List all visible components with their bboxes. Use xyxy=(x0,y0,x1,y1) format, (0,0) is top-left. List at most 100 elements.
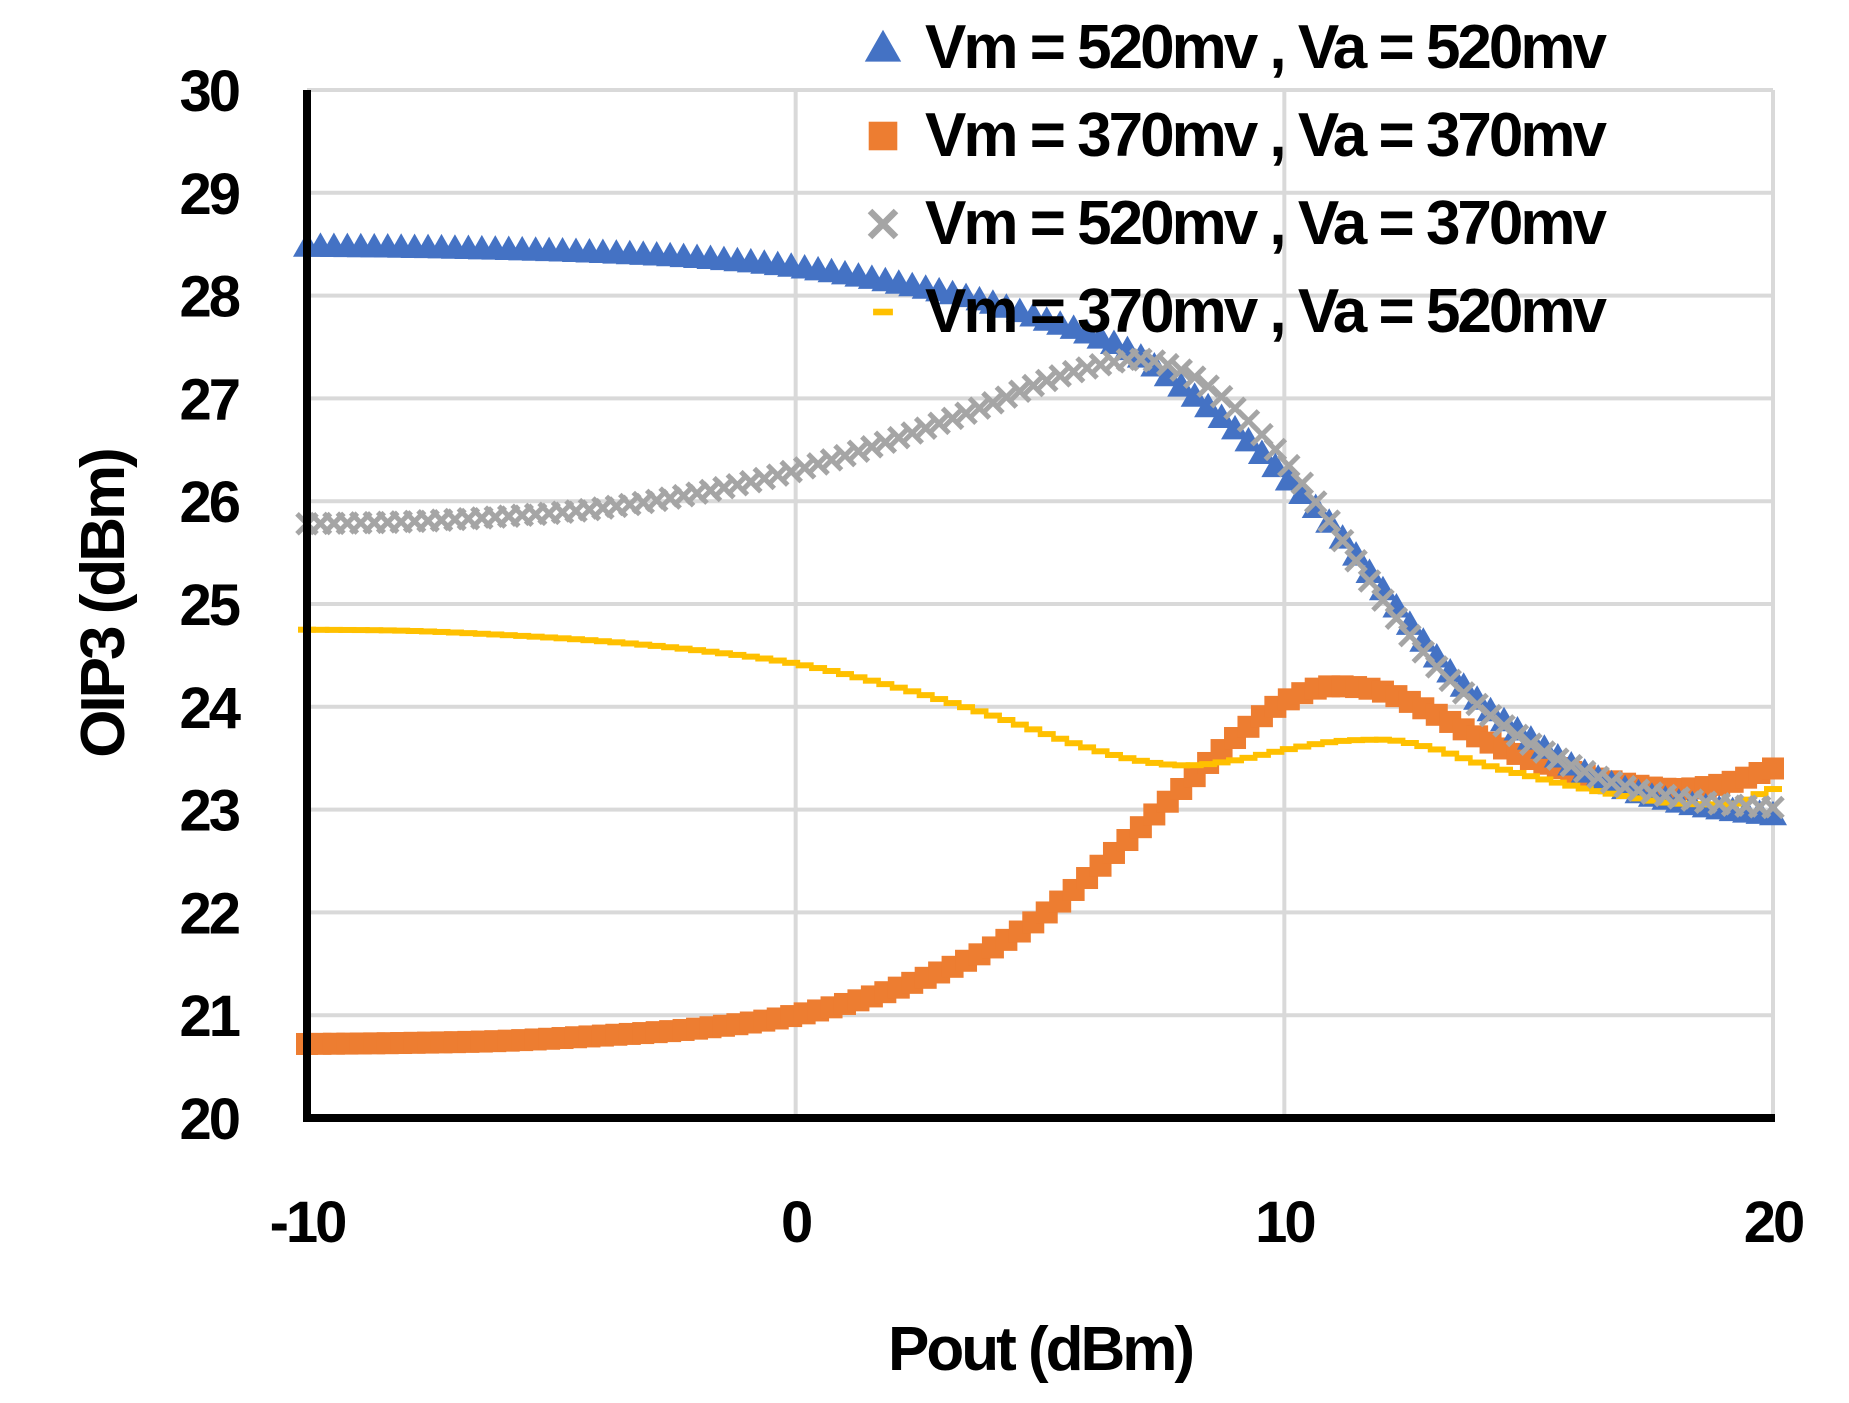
data-point-x xyxy=(954,401,978,426)
data-point-dash xyxy=(486,631,505,638)
data-point-dash xyxy=(1589,788,1608,795)
y-tick-label: 20 xyxy=(179,1087,238,1152)
legend-marker-triangle xyxy=(864,29,902,62)
data-point-dash xyxy=(1064,740,1083,747)
legend-label: Vm = 370mv , Va = 520mv xyxy=(925,277,1608,346)
data-point-x xyxy=(940,406,965,431)
data-point-dash xyxy=(311,626,330,633)
legend-label: Vm = 520mv , Va = 370mv xyxy=(925,189,1608,258)
series-4 xyxy=(298,626,1782,808)
data-point-dash xyxy=(983,712,1002,719)
legend: Vm = 520mv , Va = 520mv Vm = 370mv , Va =… xyxy=(864,13,1611,346)
data-point-dash xyxy=(795,662,814,669)
y-tick-label: 21 xyxy=(179,984,239,1049)
data-point-dash xyxy=(593,638,612,645)
data-point-x xyxy=(981,391,1005,415)
data-point-dash xyxy=(1226,757,1245,764)
data-point-dash xyxy=(1508,769,1527,776)
data-point-dash xyxy=(1078,744,1097,751)
data-point-triangle xyxy=(1274,465,1303,491)
data-point-x xyxy=(1048,364,1072,388)
data-point-dash xyxy=(580,637,599,644)
data-point-triangle xyxy=(1221,414,1250,440)
data-point-dash xyxy=(688,647,707,654)
data-point-x xyxy=(1034,368,1059,393)
data-point-dash xyxy=(1333,737,1352,744)
data-point-dash xyxy=(1575,785,1594,792)
data-point-dash xyxy=(1131,757,1150,764)
data-point-x xyxy=(927,411,951,436)
data-point-dash xyxy=(957,704,976,711)
data-point-dash xyxy=(741,653,760,660)
data-point-dash xyxy=(472,630,491,637)
data-point-triangle xyxy=(1194,392,1223,418)
data-point-dash xyxy=(526,633,545,640)
data-point-x xyxy=(846,439,871,464)
data-point-dash xyxy=(566,636,585,643)
data-point-triangle xyxy=(1463,685,1492,710)
data-point-x xyxy=(887,425,911,450)
data-point-dash xyxy=(607,639,626,646)
data-point-dash xyxy=(755,655,774,662)
series-3 xyxy=(295,347,1785,820)
data-point-dash xyxy=(1562,782,1581,789)
data-point-dash xyxy=(1320,739,1339,746)
data-point-dash xyxy=(1024,726,1043,733)
data-point-dash xyxy=(1683,801,1702,808)
legend-item: Vm = 520mv , Va = 520mv xyxy=(864,13,1611,82)
data-point-triangle xyxy=(1759,800,1787,826)
data-point-x xyxy=(792,456,817,480)
data-point-triangle xyxy=(1342,541,1371,566)
data-point-dash xyxy=(620,640,639,647)
data-point-x xyxy=(1599,770,1624,794)
data-point-dash xyxy=(1737,796,1756,803)
data-point-dash xyxy=(822,667,841,674)
data-point-dash xyxy=(916,692,935,699)
y-tick-label: 27 xyxy=(179,367,238,432)
data-point-triangle xyxy=(1180,382,1209,407)
data-point-dash xyxy=(1387,737,1406,744)
data-point-x xyxy=(819,448,844,472)
data-point-dash xyxy=(1481,763,1500,770)
data-point-x xyxy=(873,430,898,455)
legend-marker-square xyxy=(868,121,898,151)
data-point-triangle xyxy=(1207,403,1236,428)
data-point-dash xyxy=(365,627,384,634)
data-point-x xyxy=(1492,714,1516,738)
legend-marker-x xyxy=(867,208,899,240)
data-point-dash xyxy=(1185,762,1204,769)
data-point-square xyxy=(1762,757,1784,780)
data-point-dash xyxy=(835,671,854,678)
y-tick-label: 30 xyxy=(179,59,238,124)
data-point-dash xyxy=(701,648,720,655)
data-point-dash xyxy=(647,642,666,649)
data-point-dash xyxy=(1602,790,1621,797)
data-point-dash xyxy=(513,632,532,639)
data-point-x xyxy=(1384,606,1409,630)
tick-labels: 20 21 22 23 24 25 26 27 28 29 30 -10 0 10 20 xyxy=(179,59,1806,1255)
data-point-dash xyxy=(459,630,478,637)
data-point-dash xyxy=(1750,791,1769,798)
legend-item: Vm = 370mv , Va = 520mv xyxy=(873,277,1611,346)
x-tick-label: 10 xyxy=(1255,1190,1314,1255)
data-point-dash xyxy=(1669,800,1688,807)
data-point-dash xyxy=(1010,721,1029,728)
legend-item: Vm = 370mv , Va = 370mv xyxy=(868,101,1611,170)
data-point-x xyxy=(1559,753,1584,778)
data-point-dash xyxy=(1266,748,1285,755)
data-point-triangle xyxy=(1167,372,1196,397)
data-point-dash xyxy=(338,626,357,633)
data-point-x xyxy=(1156,352,1180,377)
plot-series xyxy=(293,232,1787,1055)
y-tick-label: 25 xyxy=(179,573,239,638)
data-point-dash xyxy=(809,665,828,672)
data-point-dash xyxy=(714,650,733,657)
data-point-dash xyxy=(1764,786,1782,793)
data-point-dash xyxy=(782,659,801,666)
data-point-x xyxy=(1572,759,1597,784)
data-point-dash xyxy=(1642,797,1661,804)
data-point-dash xyxy=(1037,731,1056,738)
data-point-x xyxy=(1008,379,1032,403)
data-point-dash xyxy=(1360,736,1379,743)
